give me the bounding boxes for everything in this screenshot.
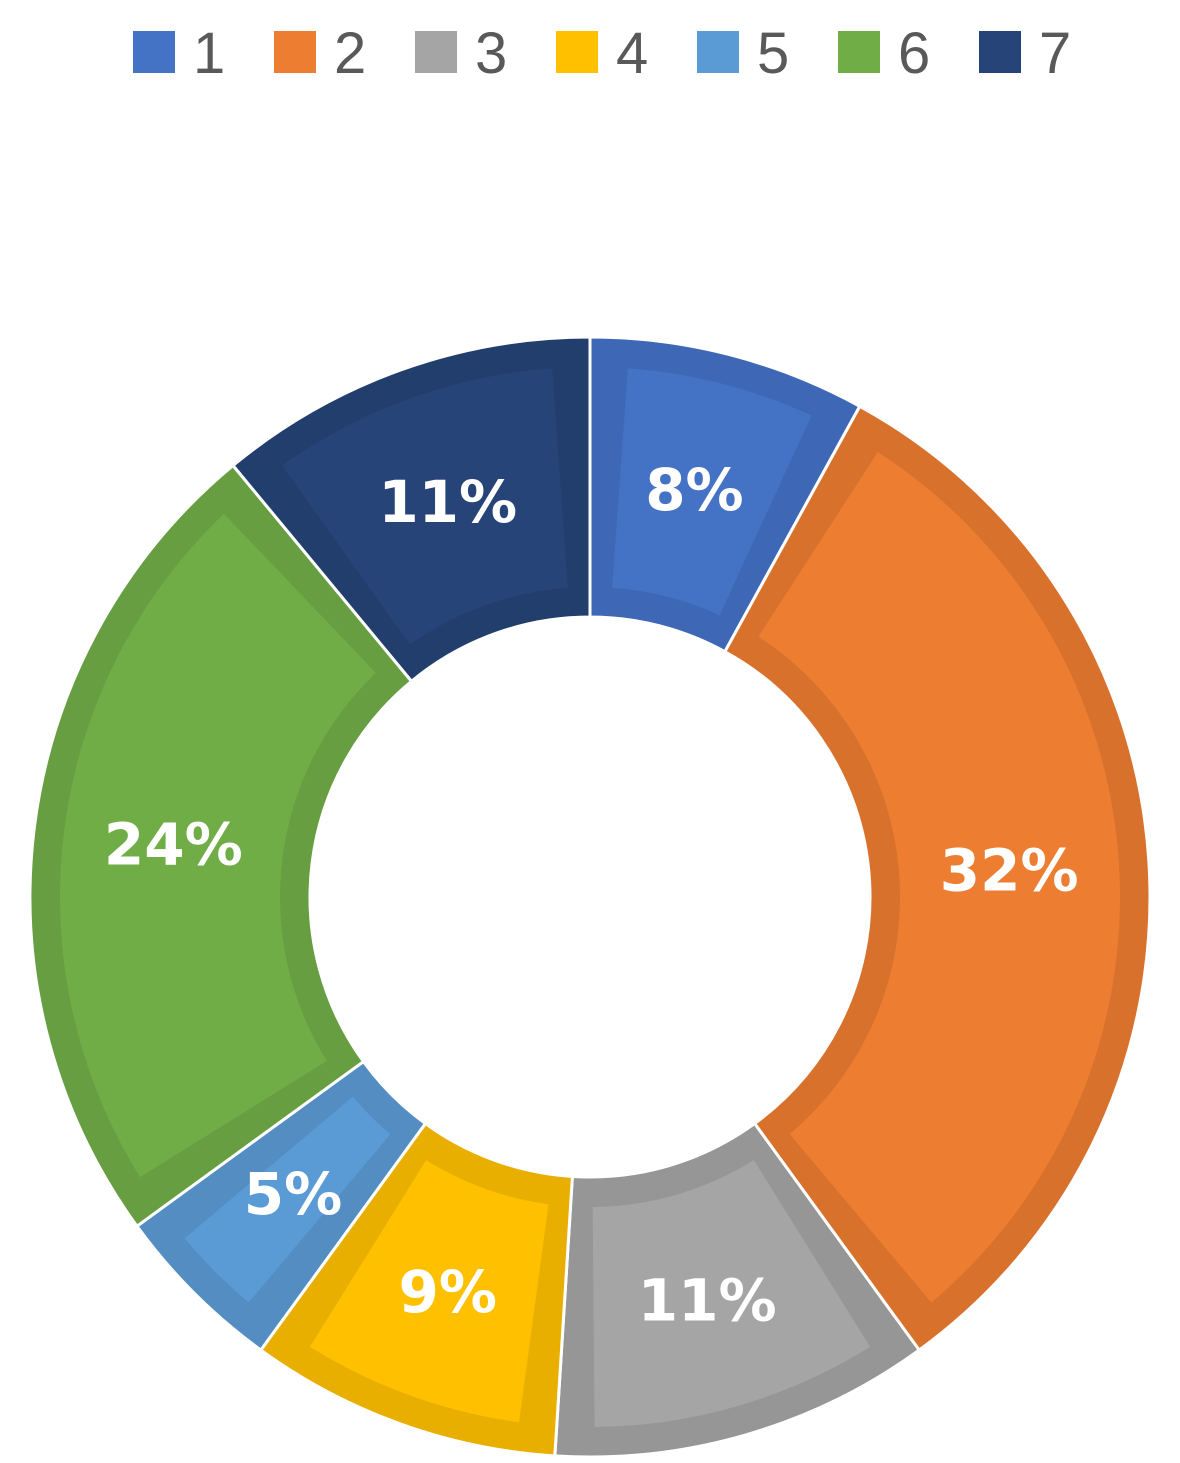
legend-item-5: 5: [697, 21, 789, 86]
legend-label-4: 4: [616, 21, 648, 86]
legend-item-7: 7: [979, 21, 1071, 86]
donut-slice-fill-4: [309, 1160, 549, 1423]
legend-label-2: 2: [334, 21, 366, 86]
slice-labels: 8% 32% 11% 9% 5% 24% 11%: [104, 456, 1079, 1334]
legend-item-6: 6: [838, 21, 930, 86]
legend-item-1: 1: [133, 21, 225, 86]
legend-swatch-5: [697, 31, 739, 73]
slice-value-label-6: 24%: [104, 810, 243, 878]
legend-swatch-7: [979, 31, 1021, 73]
legend-item-3: 3: [415, 21, 507, 86]
chart-legend: 1 2 3 4 5 6 7: [133, 21, 1071, 86]
legend-swatch-2: [274, 31, 316, 73]
slice-value-label-7: 11%: [378, 468, 517, 536]
legend-swatch-6: [838, 31, 880, 73]
donut-slice-fill-5: [184, 1096, 391, 1303]
legend-swatch-1: [133, 31, 175, 73]
legend-label-5: 5: [757, 21, 789, 86]
donut-slice-fill-6: [60, 513, 376, 1178]
slice-value-label-5: 5%: [244, 1160, 342, 1228]
slice-value-label-4: 9%: [398, 1258, 496, 1326]
donut-slice-fill-3: [592, 1160, 871, 1427]
legend-label-1: 1: [193, 21, 225, 86]
legend-label-6: 6: [898, 21, 930, 86]
donut-slices: [28, 335, 1152, 1459]
legend-item-4: 4: [556, 21, 648, 86]
legend-swatch-3: [415, 31, 457, 73]
donut-slice-fill-1: [612, 368, 812, 616]
donut-slice-fill-2: [758, 451, 1120, 1303]
slice-value-label-3: 11%: [638, 1266, 777, 1334]
legend-swatch-4: [556, 31, 598, 73]
slice-value-label-1: 8%: [645, 456, 743, 524]
legend-item-2: 2: [274, 21, 366, 86]
legend-label-7: 7: [1039, 21, 1071, 86]
slice-value-label-2: 32%: [940, 837, 1079, 905]
donut-slice-fill-7: [282, 368, 568, 645]
legend-label-3: 3: [475, 21, 507, 86]
